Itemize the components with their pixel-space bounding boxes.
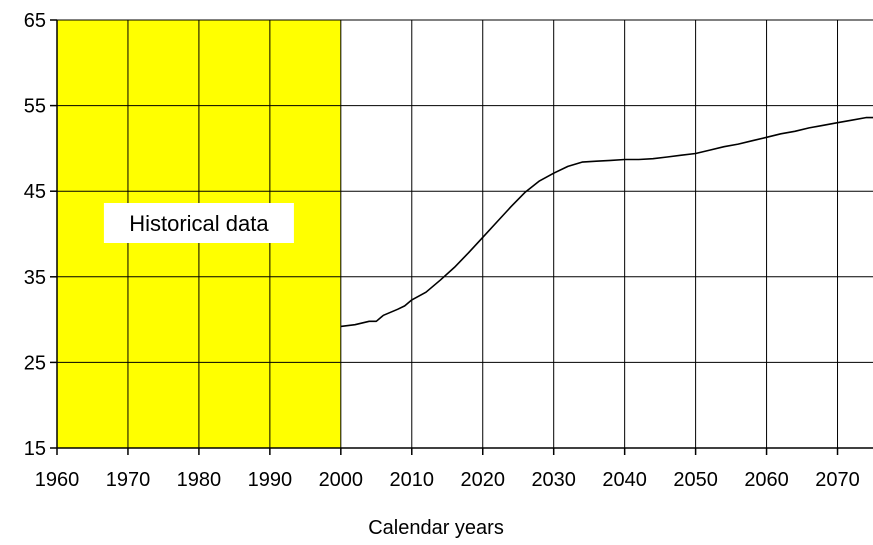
x-tick-label: 2040 (602, 469, 647, 491)
y-tick-label: 35 (24, 267, 46, 289)
plot-frame (56, 19, 873, 449)
x-tick-label: 1990 (248, 469, 293, 491)
x-tick-label: 2010 (390, 469, 435, 491)
y-tick-label: 25 (24, 352, 46, 374)
x-tick-label: 2070 (815, 469, 860, 491)
y-tick-label: 45 (24, 181, 46, 203)
y-axis: 15 25 35 45 55 65 (24, 10, 57, 460)
x-tick-label: 1970 (106, 469, 151, 491)
x-axis-title: Calendar years (368, 517, 504, 539)
grid (57, 19, 873, 449)
y-tick-label: 15 (24, 438, 46, 460)
annotation-box (103, 203, 294, 243)
annotation-layer: Historical data (103, 203, 294, 243)
x-tick-label: 2030 (531, 469, 576, 491)
x-tick-label: 2050 (673, 469, 718, 491)
x-axis: 1960 1970 1980 1990 2000 2010 2020 2030 2040 2050… (35, 448, 860, 491)
y-tick-label: 55 (24, 96, 46, 118)
series-layer (340, 116, 873, 328)
x-tick-label: 1980 (177, 469, 222, 491)
x-tick-label: 1960 (35, 469, 80, 491)
y-tick-label: 65 (24, 10, 46, 32)
annotation-label: Historical data (129, 211, 269, 236)
series-line (340, 116, 873, 328)
x-tick-label: 2020 (460, 469, 505, 491)
x-tick-label: 2000 (319, 469, 364, 491)
x-tick-label: 2060 (744, 469, 789, 491)
